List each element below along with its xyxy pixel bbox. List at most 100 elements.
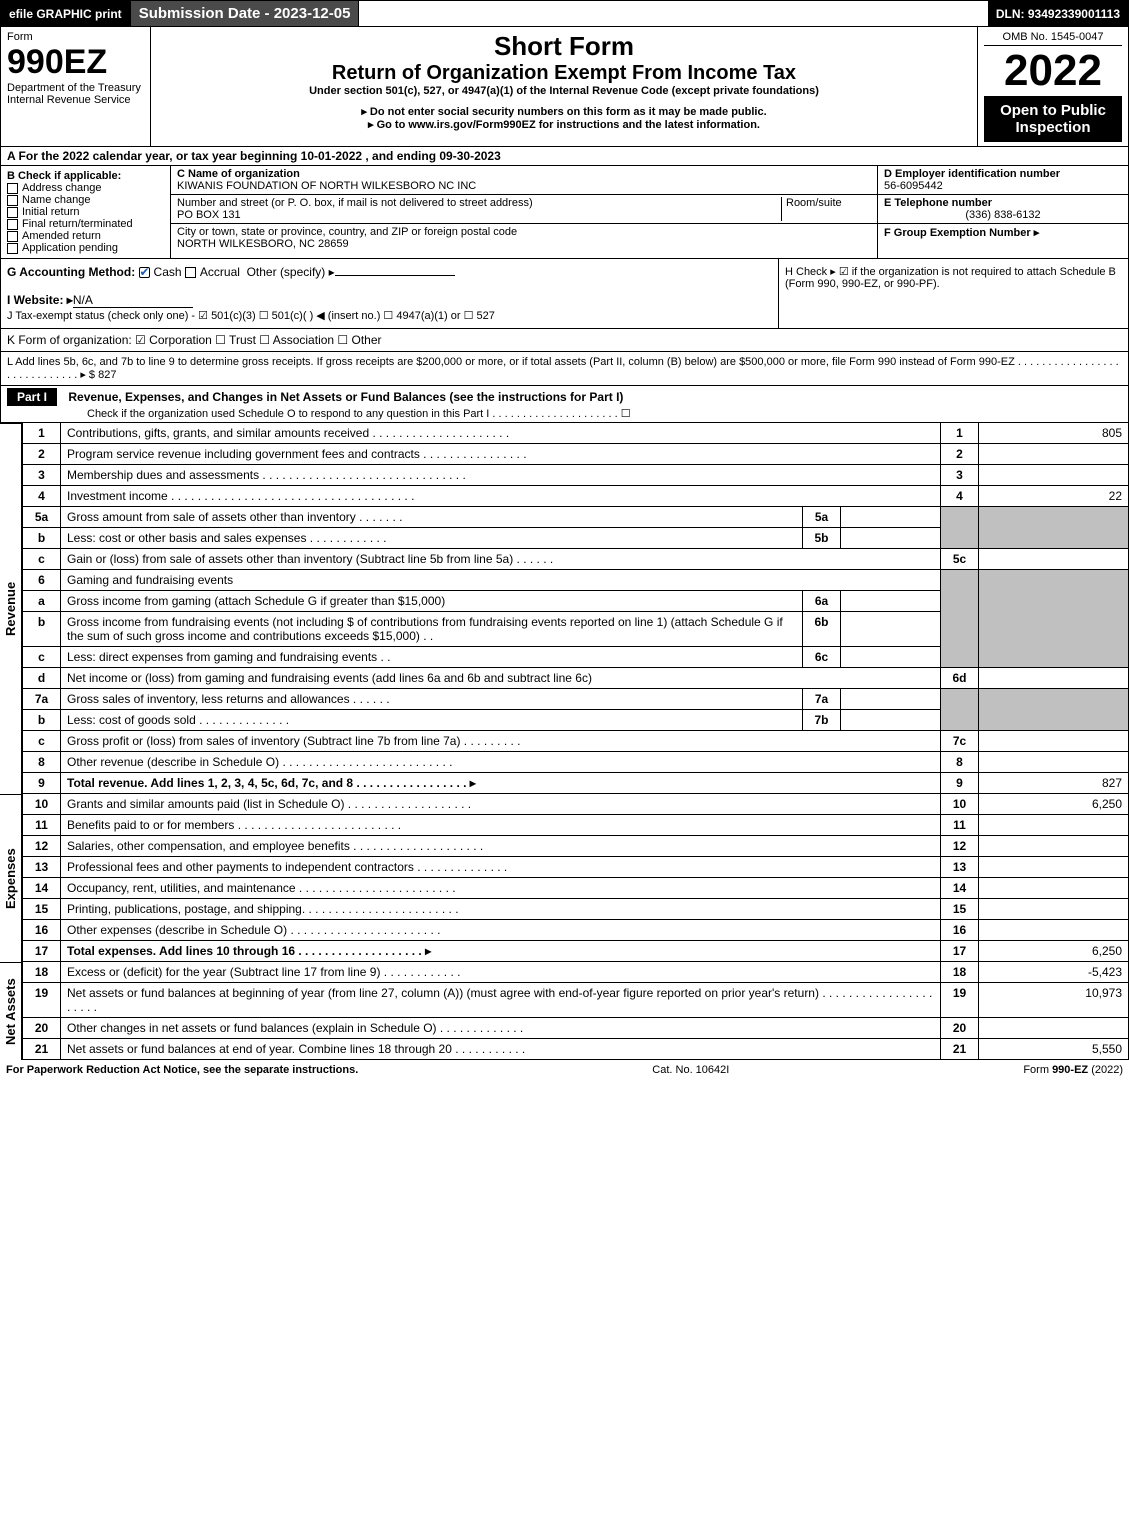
b-item-0: Address change [22, 182, 102, 194]
efile-label[interactable]: efile GRAPHIC print [1, 1, 131, 26]
line-18: 18Excess or (deficit) for the year (Subt… [23, 962, 1129, 983]
line-20: 20Other changes in net assets or fund ba… [23, 1018, 1129, 1039]
line-15: 15Printing, publications, postage, and s… [23, 899, 1129, 920]
d-label: D Employer identification number [884, 168, 1060, 180]
checkbox-address-change[interactable] [7, 183, 18, 194]
form-header: Form 990EZ Department of the Treasury In… [0, 27, 1129, 147]
line-a-tax-year: A For the 2022 calendar year, or tax yea… [0, 147, 1129, 166]
line-5c: cGain or (loss) from sale of assets othe… [23, 549, 1129, 570]
line-7c: cGross profit or (loss) from sales of in… [23, 731, 1129, 752]
line-1: 1Contributions, gifts, grants, and simil… [23, 423, 1129, 444]
part-i-title: Revenue, Expenses, and Changes in Net As… [68, 390, 623, 404]
e-label: E Telephone number [884, 197, 992, 209]
b-item-4: Amended return [22, 230, 101, 242]
c-street-label: Number and street (or P. O. box, if mail… [177, 197, 533, 209]
part-i-badge: Part I [7, 388, 57, 406]
telephone: (336) 838-6132 [884, 209, 1122, 221]
row-gh: G Accounting Method: Cash Accrual Other … [0, 259, 1129, 329]
revenue-label: Revenue [0, 423, 22, 794]
bullet-ssn: ▸ Do not enter social security numbers o… [157, 105, 971, 118]
checkbox-pending[interactable] [7, 243, 18, 254]
b-item-5: Application pending [22, 242, 118, 254]
line-6d: dNet income or (loss) from gaming and fu… [23, 668, 1129, 689]
part-i-header: Part I Revenue, Expenses, and Changes in… [0, 386, 1129, 423]
line-9: 9Total revenue. Add lines 1, 2, 3, 4, 5c… [23, 773, 1129, 794]
info-grid: B Check if applicable: Address change Na… [0, 166, 1129, 259]
b-item-1: Name change [22, 194, 91, 206]
dln: DLN: 93492339001113 [988, 1, 1128, 26]
line-3: 3Membership dues and assessments . . . .… [23, 465, 1129, 486]
expenses-label: Expenses [0, 794, 22, 962]
title-short-form: Short Form [157, 31, 971, 62]
j-tax-exempt: J Tax-exempt status (check only one) - ☑… [7, 310, 495, 322]
h-schedule-b: H Check ▸ ☑ if the organization is not r… [778, 259, 1128, 328]
line-19: 19Net assets or fund balances at beginni… [23, 983, 1129, 1018]
title-main: Return of Organization Exempt From Incom… [157, 62, 971, 85]
k-form-org: K Form of organization: ☑ Corporation ☐ … [0, 329, 1129, 352]
checkbox-name-change[interactable] [7, 195, 18, 206]
g-cash: Cash [154, 265, 182, 279]
ein: 56-6095442 [884, 180, 943, 192]
revenue-table: 1Contributions, gifts, grants, and simil… [22, 423, 1129, 794]
section-def: D Employer identification number 56-6095… [878, 166, 1128, 258]
org-name: KIWANIS FOUNDATION OF NORTH WILKESBORO N… [177, 180, 476, 192]
g-accrual: Accrual [200, 265, 240, 279]
line-11: 11Benefits paid to or for members . . . … [23, 815, 1129, 836]
part-i-check: Check if the organization used Schedule … [87, 408, 631, 420]
section-b: B Check if applicable: Address change Na… [1, 166, 171, 258]
checkbox-final-return[interactable] [7, 219, 18, 230]
footer-center: Cat. No. 10642I [652, 1064, 729, 1076]
submission-date: Submission Date - 2023-12-05 [131, 1, 360, 26]
b-item-2: Initial return [22, 206, 79, 218]
c-name-label: C Name of organization [177, 168, 300, 180]
checkbox-accrual[interactable] [185, 267, 196, 278]
omb-number: OMB No. 1545-0047 [984, 31, 1122, 46]
checkbox-amended[interactable] [7, 231, 18, 242]
line-13: 13Professional fees and other payments t… [23, 857, 1129, 878]
c-city-label: City or town, state or province, country… [177, 226, 517, 238]
section-c: C Name of organization KIWANIS FOUNDATIO… [171, 166, 878, 258]
i-label: I Website: ▸ [7, 293, 73, 307]
line-21: 21Net assets or fund balances at end of … [23, 1039, 1129, 1060]
revenue-section: Revenue 1Contributions, gifts, grants, a… [0, 423, 1129, 794]
b-item-3: Final return/terminated [22, 218, 133, 230]
c-room-label: Room/suite [786, 197, 842, 209]
open-public: Open to Public Inspection [984, 96, 1122, 142]
checkbox-initial-return[interactable] [7, 207, 18, 218]
line-6: 6Gaming and fundraising events [23, 570, 1129, 591]
org-street: PO BOX 131 [177, 209, 241, 221]
bullet-goto: ▸ Go to www.irs.gov/Form990EZ for instru… [157, 118, 971, 131]
b-label: B Check if applicable: [7, 170, 121, 182]
line-17: 17Total expenses. Add lines 10 through 1… [23, 941, 1129, 962]
netassets-section: Net Assets 18Excess or (deficit) for the… [0, 962, 1129, 1060]
line-16: 16Other expenses (describe in Schedule O… [23, 920, 1129, 941]
l-gross-receipts: L Add lines 5b, 6c, and 7b to line 9 to … [0, 352, 1129, 386]
line-5a: 5aGross amount from sale of assets other… [23, 507, 1129, 528]
footer-right: Form 990-EZ (2022) [1023, 1064, 1123, 1076]
line-12: 12Salaries, other compensation, and empl… [23, 836, 1129, 857]
checkbox-cash[interactable] [139, 267, 150, 278]
top-bar: efile GRAPHIC print Submission Date - 20… [0, 0, 1129, 27]
page-footer: For Paperwork Reduction Act Notice, see … [0, 1060, 1129, 1080]
line-4: 4Investment income . . . . . . . . . . .… [23, 486, 1129, 507]
form-word: Form [7, 31, 144, 43]
dept-treasury: Department of the Treasury Internal Reve… [7, 82, 144, 106]
g-other: Other (specify) ▸ [247, 265, 335, 279]
line-7a: 7aGross sales of inventory, less returns… [23, 689, 1129, 710]
expenses-table: 10Grants and similar amounts paid (list … [22, 794, 1129, 962]
line-14: 14Occupancy, rent, utilities, and mainte… [23, 878, 1129, 899]
footer-left: For Paperwork Reduction Act Notice, see … [6, 1064, 358, 1076]
line-2: 2Program service revenue including gover… [23, 444, 1129, 465]
expenses-section: Expenses 10Grants and similar amounts pa… [0, 794, 1129, 962]
line-8: 8Other revenue (describe in Schedule O) … [23, 752, 1129, 773]
netassets-label: Net Assets [0, 962, 22, 1060]
netassets-table: 18Excess or (deficit) for the year (Subt… [22, 962, 1129, 1060]
org-city: NORTH WILKESBORO, NC 28659 [177, 238, 349, 250]
tax-year: 2022 [984, 46, 1122, 96]
form-number: 990EZ [7, 43, 144, 82]
subtitle: Under section 501(c), 527, or 4947(a)(1)… [157, 85, 971, 97]
f-label: F Group Exemption Number ▸ [884, 227, 1039, 239]
line-10: 10Grants and similar amounts paid (list … [23, 794, 1129, 815]
website: N/A [73, 293, 193, 308]
g-label: G Accounting Method: [7, 265, 135, 279]
